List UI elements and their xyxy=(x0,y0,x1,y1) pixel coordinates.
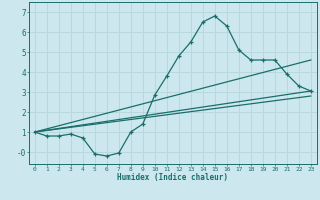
X-axis label: Humidex (Indice chaleur): Humidex (Indice chaleur) xyxy=(117,173,228,182)
